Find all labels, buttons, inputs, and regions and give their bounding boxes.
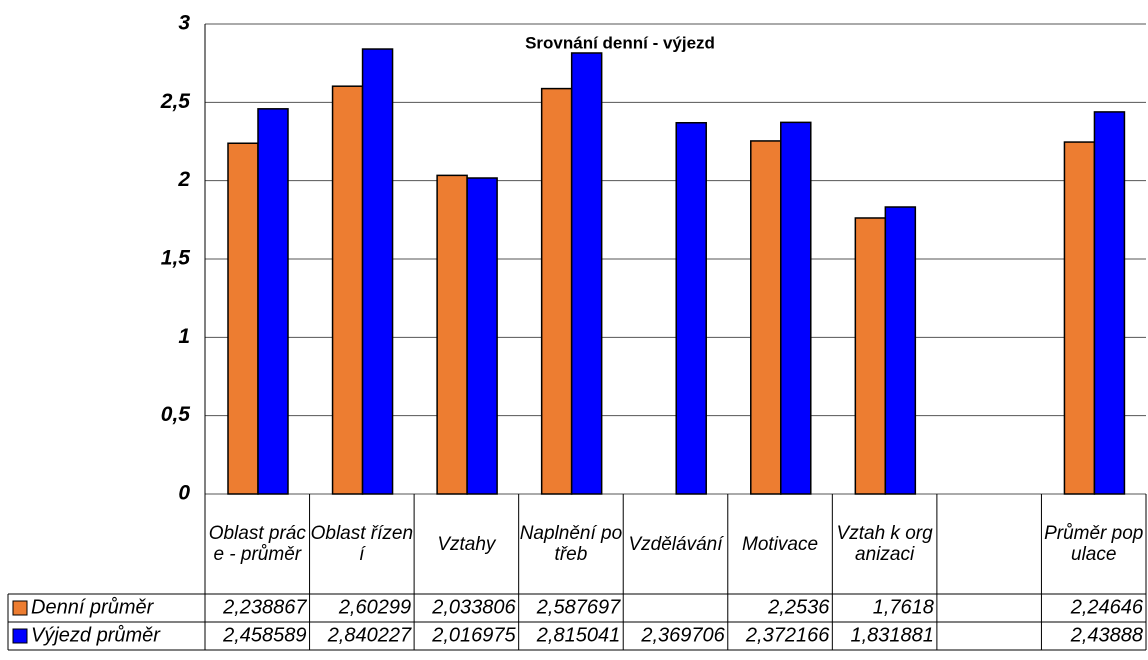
table-value: 1,7618 xyxy=(873,596,934,618)
x-tick-label: Průměr populace xyxy=(1044,523,1144,565)
table-value: 2,369706 xyxy=(640,624,725,646)
bar xyxy=(854,217,887,495)
table-value: 2,24646 xyxy=(1070,596,1144,618)
bar xyxy=(570,52,603,495)
bar xyxy=(750,140,782,495)
x-tick-label: Motivace xyxy=(742,533,819,555)
bar xyxy=(780,121,812,495)
table-value: 2,60299 xyxy=(338,596,411,618)
legend-label: Denní průměr xyxy=(31,596,155,618)
bar xyxy=(1063,141,1096,495)
table-value: 2,815041 xyxy=(536,624,620,646)
y-tick-label: 0,5 xyxy=(161,403,191,426)
x-tick-label: Vztah k organizaci xyxy=(836,523,933,565)
legend-swatch xyxy=(12,628,28,644)
y-tick-label: 3 xyxy=(178,12,190,35)
y-tick-label: 2,5 xyxy=(160,90,191,113)
x-tick-label: Oblast práce - průměr xyxy=(208,523,306,565)
table-value: 2,372166 xyxy=(745,624,830,646)
x-tick-label xyxy=(938,496,1041,592)
bar xyxy=(227,142,259,495)
table-value: 2,016975 xyxy=(431,624,516,646)
bar xyxy=(436,174,468,495)
legend-label: Výjezd průměr xyxy=(31,624,161,646)
x-tick-label: Vztahy xyxy=(437,533,496,555)
table-value: 2,238867 xyxy=(222,596,307,618)
table-value: 2,2536 xyxy=(767,596,830,618)
bar xyxy=(1093,111,1126,495)
x-tick-label: Naplnění potřeb xyxy=(519,523,623,565)
bar xyxy=(675,121,707,495)
table-value: 1,831881 xyxy=(850,624,933,646)
bar xyxy=(540,87,573,495)
x-tick-label: Vzdělávání xyxy=(628,533,723,555)
y-tick-label: 1,5 xyxy=(161,247,191,270)
bar xyxy=(466,177,498,495)
y-tick-label: 1 xyxy=(178,325,190,348)
bar xyxy=(884,206,917,495)
legend-swatch xyxy=(12,600,28,616)
table-value: 2,840227 xyxy=(327,624,412,646)
x-tick-label: Oblast řízení xyxy=(310,523,414,565)
y-tick-label: 2 xyxy=(177,168,190,191)
y-tick-label: 0 xyxy=(178,482,190,505)
bar xyxy=(257,108,289,495)
table-value: 2,033806 xyxy=(431,596,516,618)
chart-title: Srovnání denní - výjezd xyxy=(525,33,715,52)
bar xyxy=(331,85,364,495)
table-value: 2,43888 xyxy=(1070,624,1143,646)
bar xyxy=(361,48,394,495)
table-value: 2,458589 xyxy=(222,624,306,646)
table-value: 2,587697 xyxy=(536,596,621,618)
